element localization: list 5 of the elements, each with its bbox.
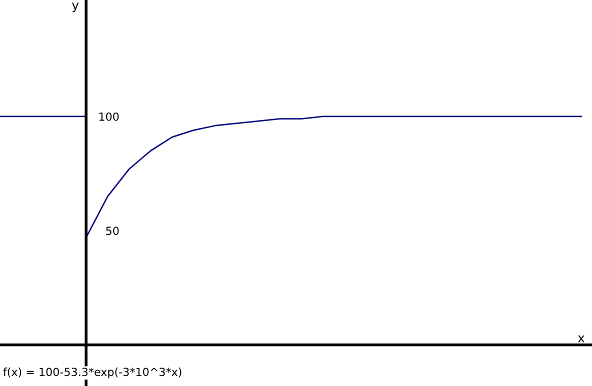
- y-axis-title: y: [72, 2, 79, 12]
- y-tick-label: 50: [106, 226, 119, 236]
- x-axis-title: x: [578, 335, 585, 342]
- y-tick-label: 100: [99, 112, 119, 121]
- annotation: f(x) = 100-53.3*exp(-3*10^3*x): [3, 368, 182, 378]
